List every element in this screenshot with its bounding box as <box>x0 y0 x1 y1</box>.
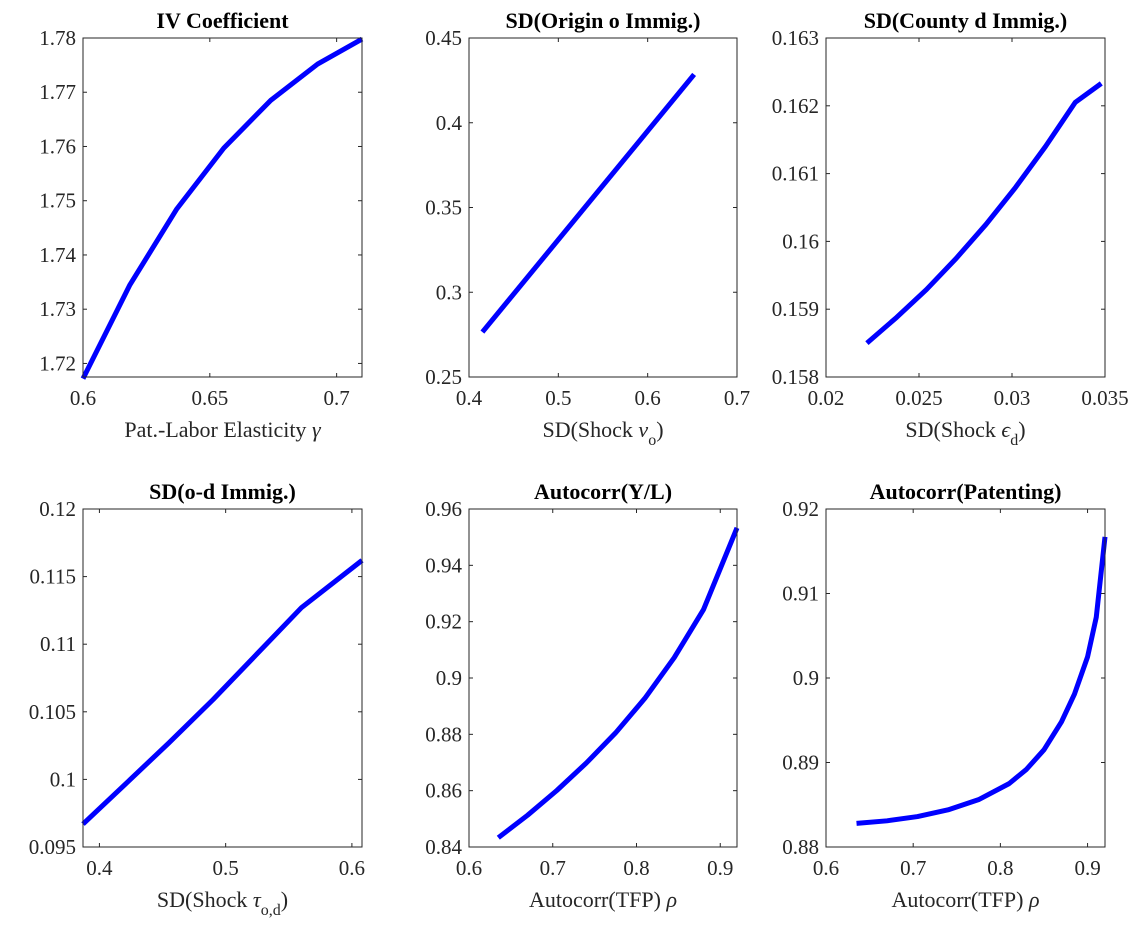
x-tick-label: 0.6 <box>635 386 661 410</box>
series-line <box>81 558 364 826</box>
x-axis-label: SD(Shock ϵd) <box>905 417 1025 449</box>
y-tick-label: 0.9 <box>793 666 819 690</box>
plot-box <box>82 37 363 378</box>
chart-panel: 0.6 0.65 0.7 1.72 1.73 1.74 1.75 1.76 1.77 1.78 IV… <box>39 8 364 442</box>
panel-title: SD(o-d Immig.) <box>149 479 296 504</box>
x-tick-label: 0.4 <box>86 856 113 880</box>
y-tick-label: 0.12 <box>39 497 76 521</box>
chart-panel: 0.02 0.025 0.03 0.035 0.158 0.159 0.16 0.161 0.1… <box>772 8 1129 449</box>
y-tick-label: 1.75 <box>39 189 76 213</box>
y-tick-label: 1.74 <box>39 243 76 267</box>
x-tick-label: 0.8 <box>987 856 1013 880</box>
chart-panel: 0.6 0.7 0.8 0.9 0.88 0.89 0.9 0.91 0.92 Autocorr(… <box>782 479 1108 912</box>
y-tick-label: 0.161 <box>772 162 819 186</box>
y-tick-label: 0.94 <box>425 553 462 577</box>
y-tick-label: 0.105 <box>29 700 76 724</box>
series-line <box>480 72 697 334</box>
x-axis-label: Autocorr(TFP) ρ <box>891 887 1039 912</box>
y-tick-label: 0.86 <box>425 779 462 803</box>
x-tick-label: 0.4 <box>456 386 483 410</box>
y-tick-label: 0.3 <box>436 280 462 304</box>
panel-title: IV Coefficient <box>156 8 289 33</box>
x-tick-label: 0.025 <box>895 386 942 410</box>
x-tick-label: 0.035 <box>1081 386 1128 410</box>
plot-box <box>82 508 363 848</box>
x-tick-label: 0.5 <box>545 386 571 410</box>
x-tick-label: 0.8 <box>623 856 649 880</box>
plot-box <box>825 508 1106 848</box>
y-tick-label: 0.162 <box>772 94 819 118</box>
y-tick-label: 0.158 <box>772 365 819 389</box>
x-tick-label: 0.65 <box>191 386 228 410</box>
chart-panel: 0.4 0.5 0.6 0.095 0.1 0.105 0.11 0.115 0.12 SD(o-… <box>29 479 365 919</box>
x-tick-label: 0.6 <box>339 856 365 880</box>
y-tick-label: 0.4 <box>436 111 463 135</box>
panel-title: Autocorr(Patenting) <box>870 479 1062 504</box>
y-tick-label: 0.88 <box>425 722 462 746</box>
plot-box <box>468 508 738 848</box>
x-tick-label: 0.03 <box>994 386 1031 410</box>
chart-panel: 0.6 0.7 0.8 0.9 0.84 0.86 0.88 0.9 0.92 0.94 0.96 A… <box>425 479 740 912</box>
y-tick-label: 0.11 <box>40 632 76 656</box>
y-tick-label: 1.77 <box>39 80 76 104</box>
chart-panel: 0.4 0.5 0.6 0.7 0.25 0.3 0.35 0.4 0.45 SD(Origin … <box>425 8 750 449</box>
x-tick-label: 0.6 <box>70 386 96 410</box>
x-tick-label: 0.9 <box>707 856 733 880</box>
y-tick-label: 1.78 <box>39 26 76 50</box>
y-tick-label: 0.115 <box>30 565 76 589</box>
y-tick-label: 0.92 <box>425 610 462 634</box>
series-line <box>80 36 364 380</box>
panel-title: Autocorr(Y/L) <box>534 479 672 504</box>
y-tick-label: 0.25 <box>425 365 462 389</box>
y-tick-label: 0.88 <box>782 835 819 859</box>
y-tick-label: 0.16 <box>782 229 819 253</box>
y-tick-label: 0.9 <box>436 666 462 690</box>
x-tick-label: 0.7 <box>540 856 566 880</box>
x-tick-label: 0.9 <box>1074 856 1100 880</box>
y-tick-label: 1.72 <box>39 351 76 375</box>
y-tick-label: 0.84 <box>425 835 462 859</box>
panel-title: SD(Origin o Immig.) <box>506 8 701 33</box>
x-axis-label: SD(Shock τo,d) <box>157 887 288 919</box>
y-tick-label: 0.92 <box>782 497 819 521</box>
series-line <box>865 81 1103 345</box>
plot-box <box>468 37 738 378</box>
x-axis-label: Autocorr(TFP) ρ <box>529 887 677 912</box>
x-tick-label: 0.7 <box>900 856 926 880</box>
x-tick-label: 0.5 <box>213 856 239 880</box>
series-line <box>496 526 740 840</box>
y-tick-label: 1.73 <box>39 297 76 321</box>
panel-title: SD(County d Immig.) <box>864 8 1068 33</box>
y-tick-label: 1.76 <box>39 134 76 158</box>
x-tick-label: 0.6 <box>456 856 482 880</box>
x-tick-label: 0.6 <box>813 856 839 880</box>
y-tick-label: 0.96 <box>425 497 462 521</box>
y-tick-label: 0.91 <box>782 582 819 606</box>
y-tick-label: 0.163 <box>772 26 819 50</box>
y-tick-label: 0.095 <box>29 835 76 859</box>
plot-box <box>825 37 1106 378</box>
y-tick-label: 0.159 <box>772 297 819 321</box>
series-line <box>856 536 1108 826</box>
y-tick-label: 0.45 <box>425 26 462 50</box>
y-tick-label: 0.35 <box>425 196 462 220</box>
x-axis-label: Pat.-Labor Elasticity γ <box>124 417 322 442</box>
x-tick-label: 0.02 <box>808 386 845 410</box>
y-tick-label: 0.89 <box>782 751 819 775</box>
y-tick-label: 0.1 <box>50 767 76 791</box>
x-axis-label: SD(Shock νo) <box>542 417 663 449</box>
x-tick-label: 0.7 <box>324 386 350 410</box>
x-tick-label: 0.7 <box>724 386 750 410</box>
